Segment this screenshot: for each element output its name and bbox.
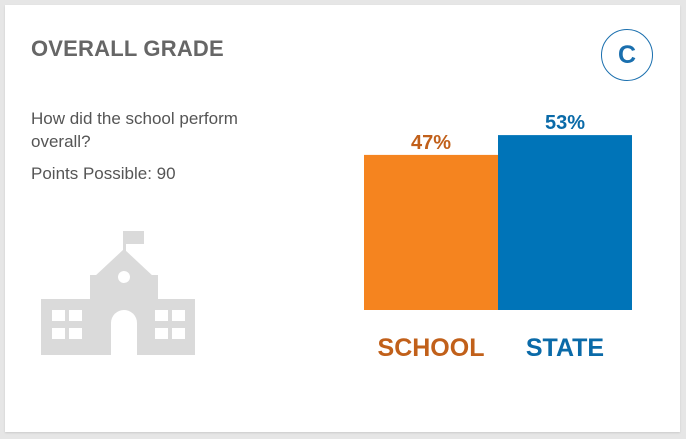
bar-value-state: 53% [545, 112, 585, 134]
bar-state [498, 135, 632, 310]
card-title: OVERALL GRADE [31, 36, 224, 61]
category-label-state: STATE [526, 334, 604, 362]
grade-letter: C [617, 40, 637, 69]
category-label-school: SCHOOL [378, 334, 485, 362]
grade-badge: C [601, 29, 653, 81]
question-text: How did the school perform overall? [31, 109, 238, 151]
bar-school [364, 154, 498, 310]
points-possible: Points Possible: 90 [31, 164, 176, 183]
bar-value-school: 47% [411, 132, 451, 154]
overall-grade-card: OVERALL GRADE C How did the school perfo… [5, 5, 680, 432]
bar-chart: 47% SCHOOL 53% STATE [364, 112, 632, 362]
school-building-icon [41, 231, 195, 355]
